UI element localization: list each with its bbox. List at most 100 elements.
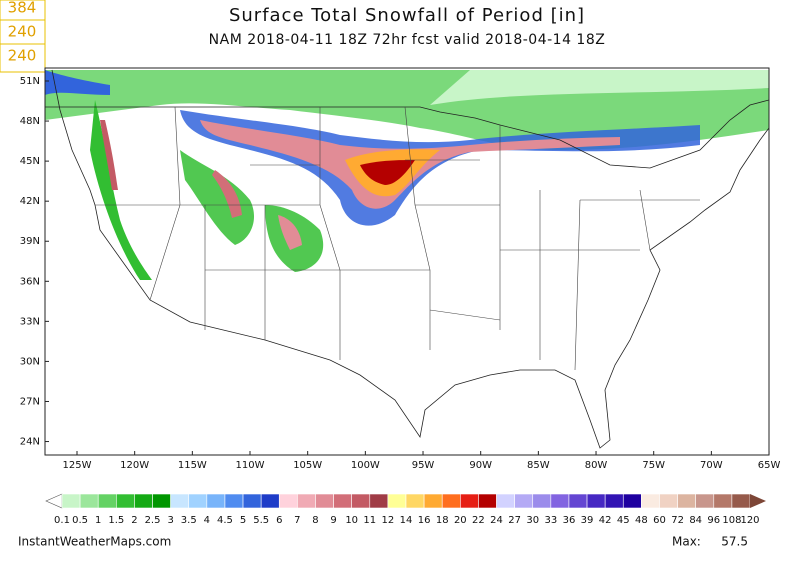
max-value: 57.5 bbox=[721, 535, 748, 549]
lat-label: 51N bbox=[20, 76, 40, 87]
colorbar-swatch bbox=[206, 493, 226, 509]
snow-area bbox=[180, 150, 255, 245]
colorbar-label: 5 bbox=[240, 515, 246, 526]
lon-label: 120W bbox=[120, 460, 149, 471]
colorbar-label: 1.5 bbox=[108, 515, 124, 526]
snow-area bbox=[100, 120, 118, 190]
colorbar-label: 9 bbox=[330, 515, 336, 526]
lon-label: 75W bbox=[642, 460, 665, 471]
colorbar-swatch bbox=[170, 493, 190, 509]
colorbar-label: 72 bbox=[671, 515, 684, 526]
colorbar-label: 108 bbox=[722, 515, 741, 526]
colorbar-label: 45 bbox=[617, 515, 630, 526]
side-label: 240 bbox=[8, 47, 37, 65]
colorbar-label: 48 bbox=[635, 515, 648, 526]
side-labels: 384 240 240 bbox=[0, 0, 46, 73]
colorbar-label: 8 bbox=[312, 515, 318, 526]
colorbar-label: 12 bbox=[382, 515, 395, 526]
lat-label: 24N bbox=[20, 437, 40, 448]
lon-label: 100W bbox=[351, 460, 380, 471]
colorbar-swatch bbox=[423, 493, 443, 509]
colorbar-label: 2.5 bbox=[145, 515, 161, 526]
lon-label: 70W bbox=[700, 460, 723, 471]
colorbar-swatch bbox=[532, 493, 552, 509]
colorbar: 0.1 0.5 1 1.5 2 2.5 3 3.5 4 4.5 5 5.5 6 7 8 9 10 11 12 14 16… bbox=[45, 493, 766, 526]
colorbar-label: 1 bbox=[95, 515, 101, 526]
colorbar-swatch bbox=[441, 493, 461, 509]
lat-label: 30N bbox=[20, 356, 40, 367]
colorbar-swatch bbox=[514, 493, 534, 509]
colorbar-label: 4.5 bbox=[217, 515, 233, 526]
colorbar-swatch bbox=[677, 493, 696, 509]
map-title: Surface Total Snowfall of Period [in] bbox=[229, 5, 585, 26]
colorbar-swatch bbox=[387, 493, 407, 509]
colorbar-swatch bbox=[622, 493, 642, 509]
colorbar-swatch bbox=[695, 493, 715, 509]
colorbar-label: 0.1 bbox=[54, 515, 70, 526]
colorbar-label: 18 bbox=[436, 515, 449, 526]
colorbar-label: 11 bbox=[363, 515, 376, 526]
colorbar-swatch bbox=[333, 493, 352, 509]
colorbar-label: 22 bbox=[472, 515, 485, 526]
side-box bbox=[0, 0, 46, 73]
colorbar-swatch bbox=[97, 493, 117, 509]
lat-label: 45N bbox=[20, 156, 40, 167]
colorbar-swatch bbox=[641, 493, 660, 509]
colorbar-arrow-high bbox=[750, 494, 766, 508]
map bbox=[44, 67, 770, 456]
colorbar-arrow-low bbox=[45, 493, 63, 509]
lon-label: 110W bbox=[236, 460, 265, 471]
lon-label: 65W bbox=[758, 460, 781, 471]
colorbar-label: 3.5 bbox=[181, 515, 197, 526]
lon-label: 85W bbox=[527, 460, 550, 471]
coastline bbox=[51, 69, 769, 449]
colorbar-label: 16 bbox=[418, 515, 431, 526]
colorbar-swatch bbox=[713, 493, 733, 509]
colorbar-swatch bbox=[496, 493, 515, 509]
lat-label: 27N bbox=[20, 396, 40, 407]
colorbar-label: 120 bbox=[740, 515, 759, 526]
colorbar-label: 10 bbox=[345, 515, 358, 526]
lon-label: 125W bbox=[63, 460, 92, 471]
lon-label: 115W bbox=[178, 460, 207, 471]
colorbar-swatch bbox=[460, 493, 479, 509]
colorbar-swatch bbox=[116, 493, 135, 509]
snow-area bbox=[278, 215, 302, 250]
map-frame bbox=[44, 67, 770, 456]
border bbox=[45, 99, 769, 169]
colorbar-label: 2 bbox=[131, 515, 137, 526]
snow-area bbox=[90, 100, 152, 280]
snow-area bbox=[212, 170, 242, 218]
colorbar-label: 24 bbox=[490, 515, 503, 526]
colorbar-swatch bbox=[260, 493, 280, 509]
lat-label: 42N bbox=[20, 196, 40, 207]
state-line bbox=[95, 106, 700, 371]
colorbar-label: 4 bbox=[204, 515, 210, 526]
lat-label: 33N bbox=[20, 316, 40, 327]
colorbar-label: 7 bbox=[294, 515, 300, 526]
lat-label: 39N bbox=[20, 236, 40, 247]
colorbar-label: 30 bbox=[526, 515, 539, 526]
colorbar-swatch bbox=[568, 493, 588, 509]
max-label: Max: bbox=[672, 535, 701, 549]
lon-label: 80W bbox=[585, 460, 608, 471]
map-subtitle: NAM 2018-04-11 18Z 72hr fcst valid 2018-… bbox=[209, 32, 606, 48]
colorbar-swatch bbox=[604, 493, 624, 509]
colorbar-swatch bbox=[550, 493, 570, 509]
colorbar-label: 39 bbox=[581, 515, 594, 526]
colorbar-swatch bbox=[405, 493, 425, 509]
colorbar-label: 3 bbox=[167, 515, 173, 526]
side-label: 240 bbox=[8, 23, 37, 41]
colorbar-label: 20 bbox=[454, 515, 467, 526]
lon-label: 105W bbox=[293, 460, 322, 471]
colorbar-label: 36 bbox=[563, 515, 576, 526]
colorbar-swatch bbox=[134, 493, 153, 509]
colorbar-swatch bbox=[659, 493, 678, 509]
lon-label: 90W bbox=[469, 460, 492, 471]
colorbar-swatch bbox=[297, 493, 316, 509]
colorbar-swatch bbox=[278, 493, 298, 509]
colorbar-label: 0.5 bbox=[72, 515, 88, 526]
colorbar-label: 96 bbox=[707, 515, 720, 526]
colorbar-label: 60 bbox=[653, 515, 666, 526]
